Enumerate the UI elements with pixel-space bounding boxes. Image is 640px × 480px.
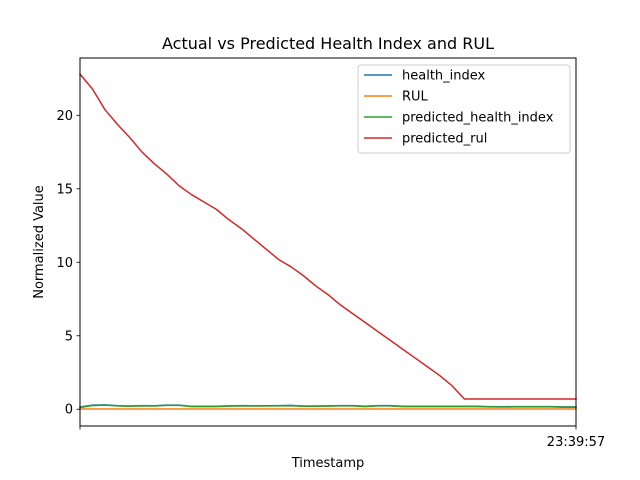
legend-label-predicted-rul: predicted_rul [402,132,487,147]
legend-label-health-index: health_index [402,69,486,84]
series-line-predicted-health-index [79,404,577,409]
y-axis-label: Normalized Value [32,185,47,299]
y-axis: 0 5 10 15 20 [56,109,80,418]
x-axis-label: Timestamp [291,456,365,471]
legend-label-predicted-health-index: predicted_health_index [402,111,554,126]
series-line-predicted-rul [78,73,577,400]
y-tick-label: 5 [65,329,73,344]
legend: health_index RUL predicted_health_indexpre… [357,64,571,154]
y-tick-label: 20 [56,109,73,124]
plot-frame [79,57,577,427]
chart-title: Actual vs Predicted Health Index and RUL [162,34,494,53]
y-tick-label: 15 [56,182,73,197]
series-lines [78,73,577,410]
y-tick-label: 10 [56,256,73,271]
legend-label-RUL: RUL [402,90,429,105]
x-tick-label: 23:39:57 [547,435,605,450]
legend-box [357,64,571,154]
y-tick-label: 0 [65,403,73,418]
x-axis: 23:39:57 [79,426,605,450]
